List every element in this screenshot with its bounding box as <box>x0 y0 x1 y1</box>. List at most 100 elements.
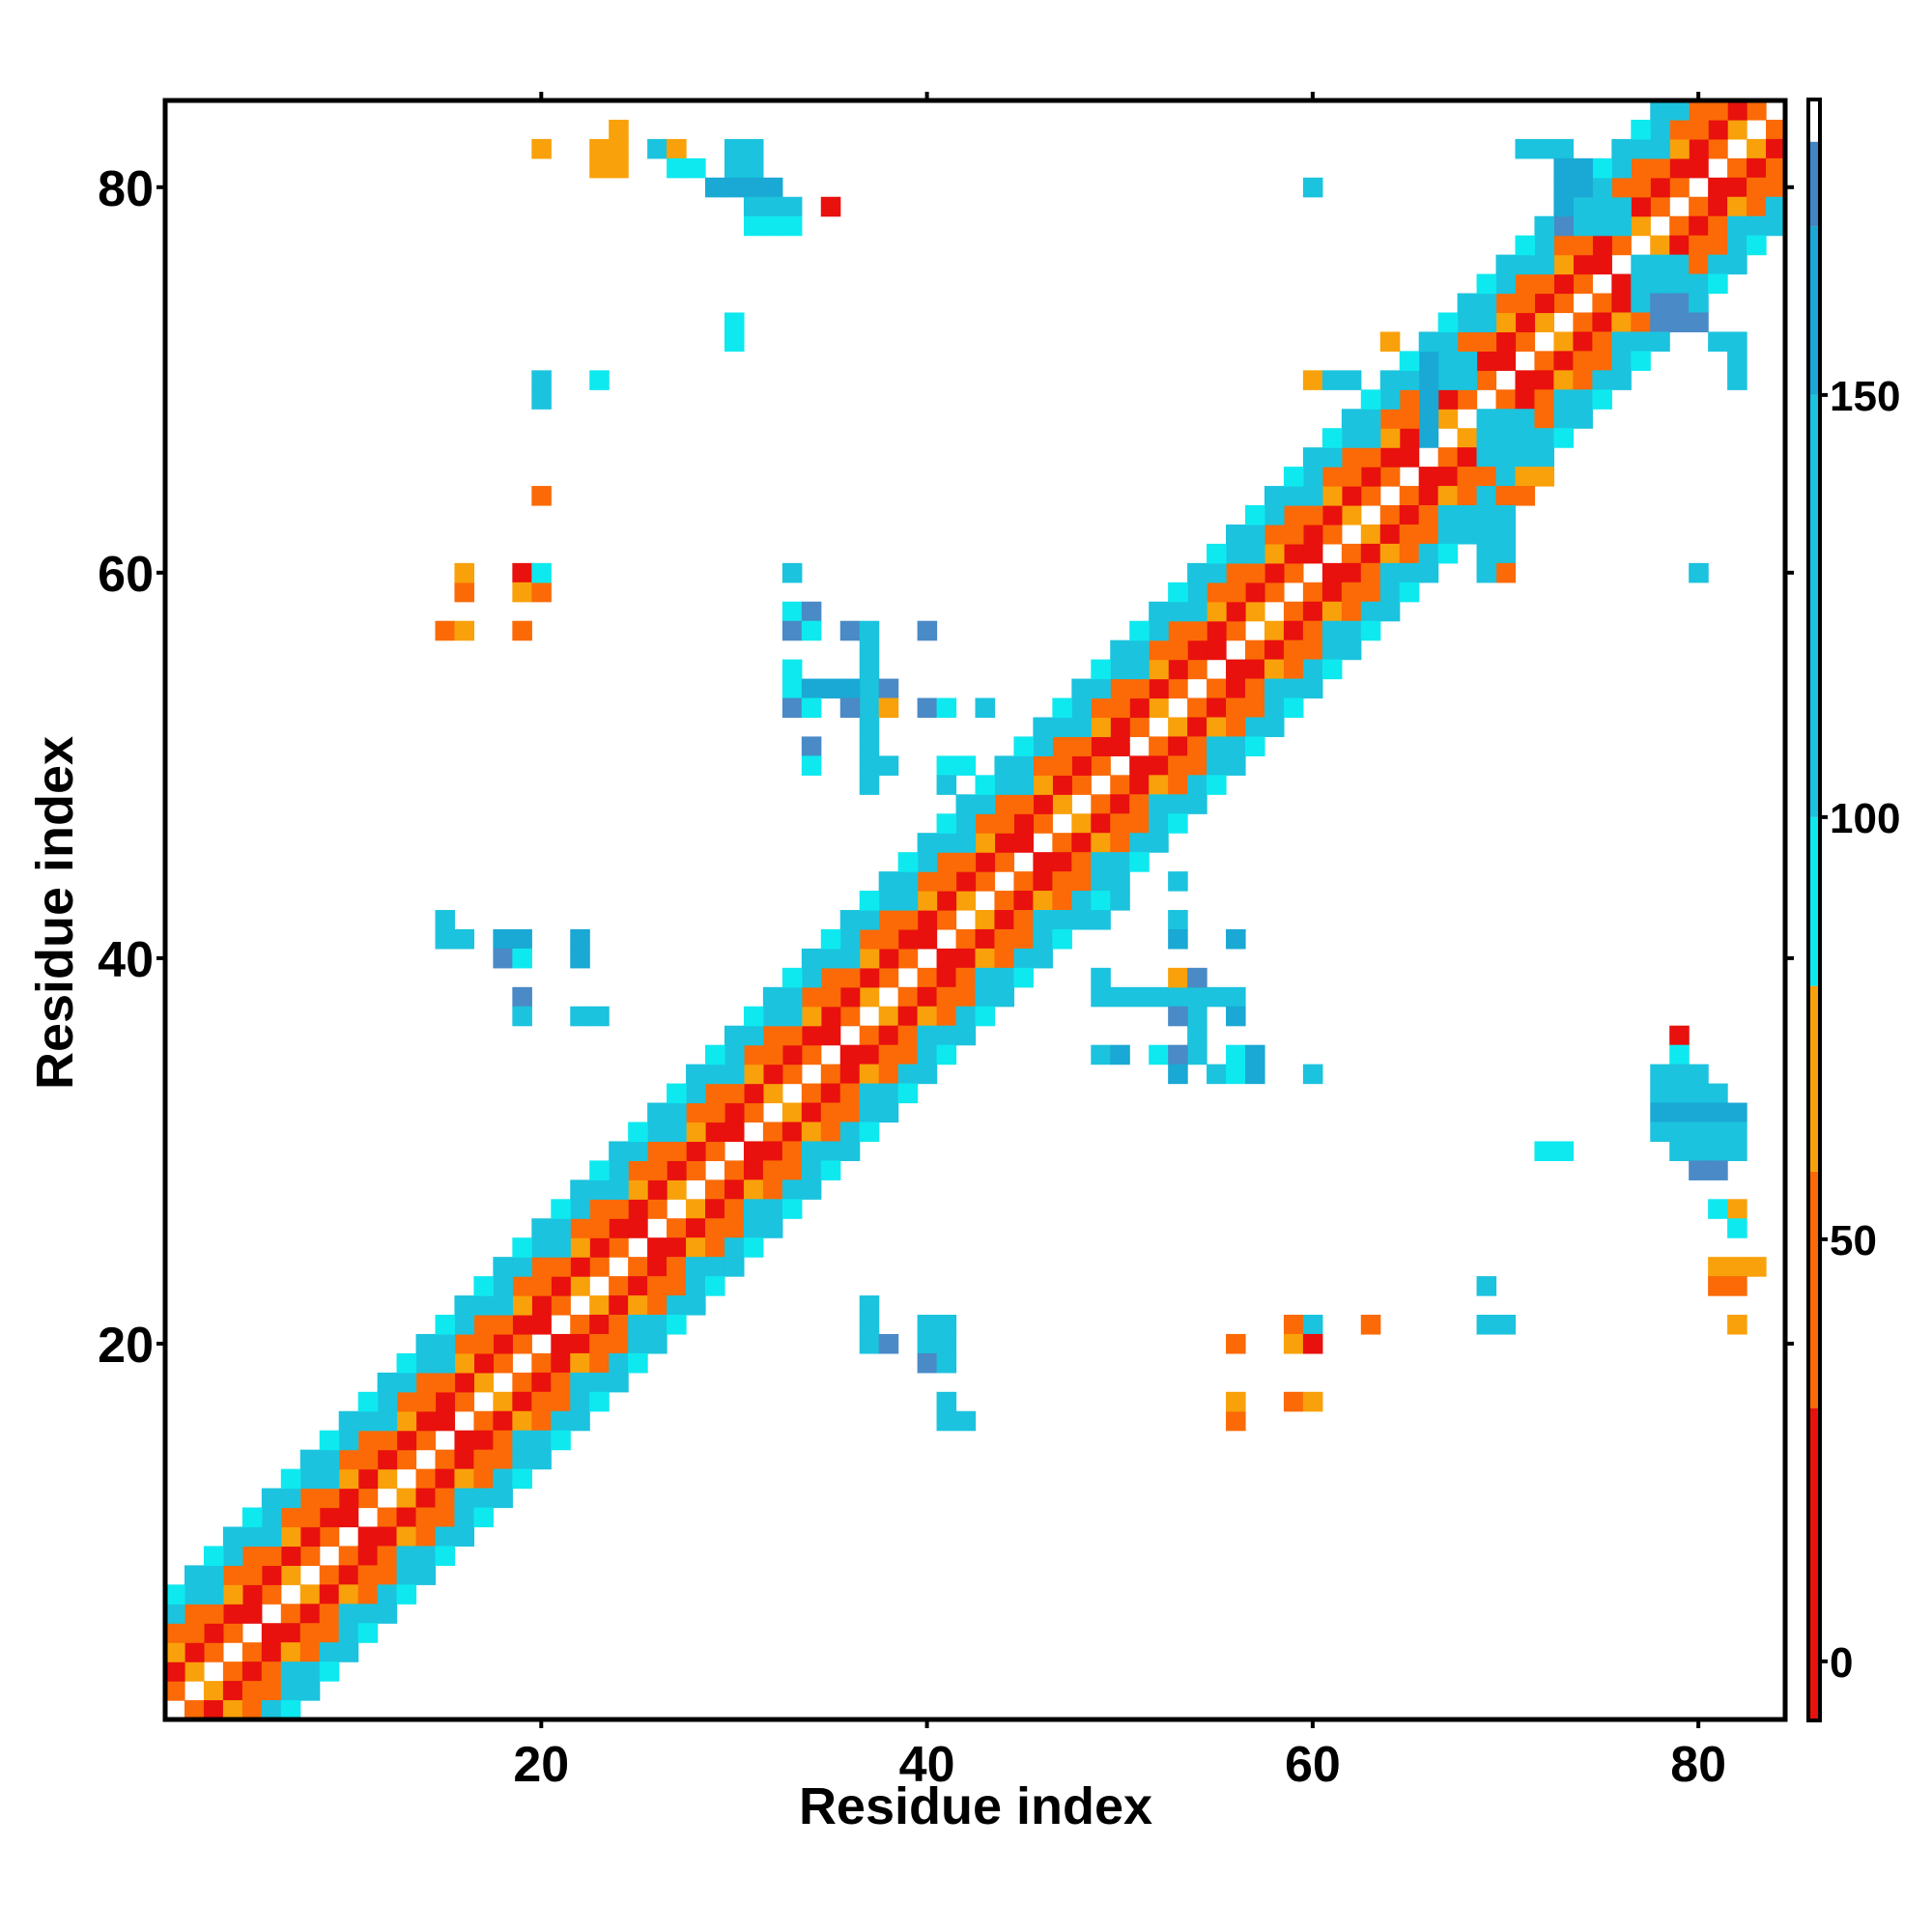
heatmap-cell <box>878 755 899 776</box>
heatmap-cell <box>1168 659 1188 680</box>
heatmap-cell <box>396 1449 417 1470</box>
heatmap-cell <box>1013 928 1034 950</box>
heatmap-cell <box>165 1642 185 1662</box>
y-tick-label: 20 <box>98 1318 154 1374</box>
heatmap-cell <box>1149 775 1169 795</box>
y-axis-title: Residue index <box>26 736 84 1090</box>
heatmap-cell <box>184 1604 205 1624</box>
heatmap-cell <box>1515 486 1536 506</box>
heatmap-cell <box>1052 697 1072 719</box>
heatmap-cell <box>1534 1141 1555 1161</box>
heatmap-cell <box>781 562 803 583</box>
heatmap-cell <box>936 986 957 1008</box>
heatmap-cell <box>667 1276 687 1296</box>
heatmap-cell <box>1129 986 1150 1008</box>
heatmap-cell <box>1245 562 1265 583</box>
heatmap-cell <box>1495 293 1517 314</box>
heatmap-cell <box>1052 755 1072 776</box>
heatmap-cell <box>781 967 803 988</box>
x-tick-label: 60 <box>1285 1737 1341 1793</box>
heatmap-cell <box>994 775 1015 795</box>
heatmap-cell <box>628 1276 648 1296</box>
heatmap-cell <box>1226 1410 1246 1432</box>
heatmap-cell <box>820 928 841 950</box>
heatmap-cell <box>859 697 880 719</box>
heatmap-cell <box>859 678 880 699</box>
heatmap-cell <box>955 871 977 892</box>
heatmap-cell <box>1534 447 1555 468</box>
heatmap-cell <box>165 1662 185 1682</box>
heatmap-cell <box>1379 447 1401 468</box>
heatmap-cell <box>859 1333 880 1354</box>
heatmap-cell <box>357 1526 379 1548</box>
heatmap-cell <box>743 1064 764 1085</box>
heatmap-cell <box>1283 601 1304 622</box>
heatmap-cell <box>1534 138 1555 159</box>
heatmap-cell <box>975 986 996 1008</box>
heatmap-cell <box>1168 582 1188 603</box>
heatmap-cell <box>609 1276 629 1296</box>
heatmap-cell <box>473 1488 494 1509</box>
heatmap-cell <box>724 1025 745 1046</box>
heatmap-cell <box>859 1315 880 1335</box>
heatmap-cell <box>1207 986 1227 1008</box>
heatmap-cell <box>570 1218 590 1238</box>
heatmap-cell <box>1631 331 1651 352</box>
heatmap-cell <box>319 1488 340 1509</box>
colorbar-band <box>1808 99 1820 142</box>
heatmap-cell <box>994 928 1015 950</box>
heatmap-cell <box>628 1257 648 1277</box>
heatmap-cell <box>897 1083 919 1104</box>
heatmap-cell <box>1379 409 1401 429</box>
heatmap-cell <box>184 1584 205 1605</box>
heatmap-cell <box>1631 157 1651 179</box>
heatmap-cell <box>647 1199 668 1219</box>
heatmap-cell <box>1534 351 1555 371</box>
heatmap-cell <box>1399 582 1420 603</box>
heatmap-cell <box>1341 447 1362 468</box>
heatmap-cell <box>1168 1064 1188 1085</box>
heatmap-cell <box>609 119 629 140</box>
heatmap-cell <box>512 1006 532 1027</box>
heatmap-cell <box>1226 1006 1246 1027</box>
heatmap-cell <box>493 1449 513 1470</box>
heatmap-cell <box>955 967 977 988</box>
heatmap-cell <box>1168 986 1188 1008</box>
heatmap-cell <box>917 852 938 872</box>
colorbar-tick-label: 50 <box>1830 1217 1877 1264</box>
heatmap-cell <box>1013 755 1034 776</box>
heatmap-cell <box>994 755 1015 776</box>
heatmap-cell <box>1437 524 1459 545</box>
heatmap-cell <box>1149 697 1169 719</box>
heatmap-cell <box>839 1122 861 1143</box>
axis-ticks: 20 40 60 80 20 40 60 80 <box>98 92 1794 1793</box>
heatmap-cell <box>1495 524 1517 545</box>
heatmap-cell <box>1091 871 1111 892</box>
heatmap-cell <box>1573 177 1593 198</box>
heatmap-cell <box>1399 524 1420 545</box>
heatmap-cell <box>1631 215 1651 237</box>
heatmap-cell <box>1689 215 1709 237</box>
heatmap-cell <box>686 1199 706 1219</box>
heatmap-cell <box>1091 717 1111 738</box>
heatmap-cell <box>203 1604 224 1624</box>
heatmap-cell <box>705 1237 725 1258</box>
heatmap-cell <box>936 1391 957 1412</box>
heatmap-cell <box>1302 659 1323 680</box>
heatmap-cell <box>609 1218 629 1238</box>
heatmap-cell <box>338 1546 359 1566</box>
heatmap-cell <box>1302 1391 1323 1412</box>
heatmap-cell <box>493 1352 513 1374</box>
heatmap-cell <box>1689 293 1709 314</box>
heatmap-cell <box>1187 967 1208 988</box>
heatmap-cell <box>1264 524 1285 545</box>
heatmap-cell <box>357 1565 379 1585</box>
heatmap-cell <box>1495 312 1517 333</box>
heatmap-cell <box>454 1352 475 1374</box>
heatmap-cell <box>589 1179 610 1200</box>
heatmap-cell <box>280 1700 301 1720</box>
heatmap-cell <box>1515 293 1536 314</box>
heatmap-cell <box>1689 100 1709 121</box>
heatmap-cell <box>1207 601 1227 622</box>
heatmap-cell <box>589 1006 610 1027</box>
